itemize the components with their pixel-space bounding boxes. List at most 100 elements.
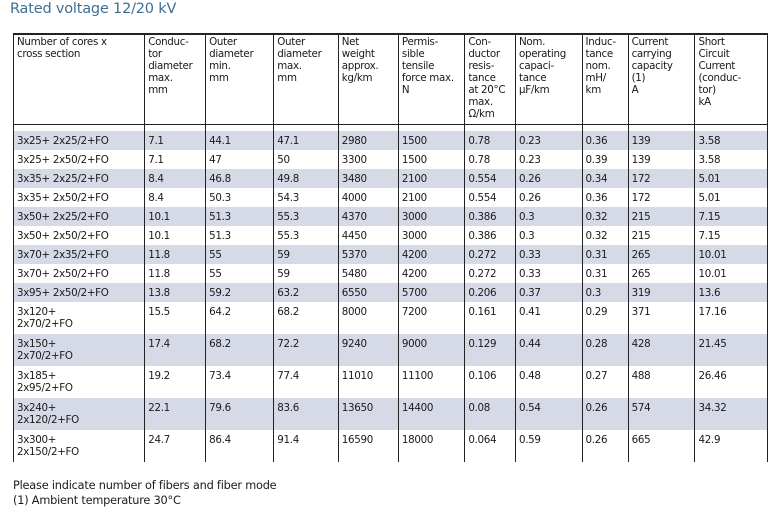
table-row: 3x70+ 2x50/2+FO 11.8 55 59 5480 4200 0.272 0.33…	[12, 264, 768, 283]
column-header-line: Nom.	[518, 36, 546, 48]
cell-cores: 3x35+ 2x50/2+FO	[12, 188, 146, 207]
table-cell: 0.27	[581, 366, 629, 398]
table-cell: 0.272	[464, 245, 516, 264]
table-cell: 13650	[337, 398, 399, 430]
table-cell: 0.3	[514, 226, 583, 245]
column-header-line: Con-	[468, 36, 491, 48]
table-row: 3x70+ 2x35/2+FO 11.8 55 59 5370 4200 0.272 0.33…	[12, 245, 768, 264]
table-cell: 34.32	[694, 398, 768, 430]
column-header-line: Number of cores x	[17, 36, 107, 48]
table-cell: 3300	[337, 150, 399, 169]
table-cell: 0.554	[464, 169, 516, 188]
table-cell: 0.41	[514, 302, 583, 334]
table-cell: 428	[627, 334, 696, 366]
table-cell: 0.31	[581, 245, 629, 264]
column-header-line: carrying	[631, 48, 672, 60]
table-cell: 47	[205, 150, 275, 169]
table-cell: 21.45	[694, 334, 768, 366]
table-cell: 5370	[337, 245, 399, 264]
table-cell: 2100	[397, 169, 466, 188]
column-header: Outer diameter max. mm	[273, 33, 339, 125]
footnotes: Please indicate number of fibers and fib…	[13, 478, 277, 508]
column-header-line: approx.	[341, 60, 379, 72]
table-cell: 574	[627, 398, 696, 430]
table-cell: 3.58	[694, 131, 768, 150]
table-cell: 0.3	[581, 283, 629, 302]
column-header-line: N	[401, 84, 410, 96]
table-cell: 215	[627, 207, 696, 226]
table-cell: 0.37	[514, 283, 583, 302]
cell-cores: 3x25+ 2x50/2+FO	[12, 150, 146, 169]
column-header: Number of cores x cross section	[12, 33, 146, 125]
column-header-line: diameter	[209, 48, 254, 60]
column-header-line: max.	[468, 96, 493, 108]
table-cell: 51.3	[205, 226, 275, 245]
table-cell: 68.2	[273, 302, 339, 334]
table-cell: 265	[627, 264, 696, 283]
table-cell: 13.6	[694, 283, 768, 302]
column-header-line: Outer	[277, 36, 305, 48]
column-header-line: tance	[468, 72, 496, 84]
table-cell: 0.08	[464, 398, 516, 430]
table-cell: 83.6	[273, 398, 339, 430]
table-cell: 10.01	[694, 245, 768, 264]
table-cell: 371	[627, 302, 696, 334]
table-cell: 172	[627, 188, 696, 207]
table-cell: 51.3	[205, 207, 275, 226]
table-cell: 59	[273, 264, 339, 283]
column-header-line: mm	[277, 72, 297, 84]
column-header: Con-ductor resis-tance at 20°C max. Ω/km	[464, 33, 516, 125]
table-cell: 55	[205, 264, 275, 283]
column-header-line: µF/km	[518, 84, 550, 96]
table-cell: 17.4	[144, 334, 207, 366]
table-cell: 8000	[337, 302, 399, 334]
table-cell: 5480	[337, 264, 399, 283]
table-cell: 0.54	[514, 398, 583, 430]
column-header-line: operating	[518, 48, 566, 60]
table-cell: 10.01	[694, 264, 768, 283]
table-cell: 3480	[337, 169, 399, 188]
table-cell: 5700	[397, 283, 466, 302]
column-header-line: tor	[148, 48, 162, 60]
table-cell: 0.26	[581, 430, 629, 462]
table-cell: 0.106	[464, 366, 516, 398]
table-cell: 488	[627, 366, 696, 398]
table-cell: 9240	[337, 334, 399, 366]
column-header-line: kg/km	[341, 72, 373, 84]
table-cell: 49.8	[273, 169, 339, 188]
table-cell: 2980	[337, 131, 399, 150]
table-cell: 16590	[337, 430, 399, 462]
table-cell: 22.1	[144, 398, 207, 430]
page-title: Rated voltage 12/20 kV	[10, 1, 177, 17]
table-cell: 0.23	[514, 150, 583, 169]
column-header: Permis-sible tensile force max. N	[397, 33, 466, 125]
column-header: Conduc-tor diameter max. mm	[144, 33, 207, 125]
column-header-line: A	[631, 84, 639, 96]
column-header-line: capaci-	[518, 60, 554, 72]
cell-cores: 3x300+ 2x150/2+FO	[12, 430, 146, 462]
table-cell: 139	[627, 150, 696, 169]
column-header-line: tance	[585, 48, 614, 60]
column-header: Net weight approx. kg/km	[337, 33, 399, 125]
table-cell: 63.2	[273, 283, 339, 302]
table-row: 3x300+ 2x150/2+FO 24.7 86.4 91.4 16590 18000 0…	[12, 430, 768, 462]
table-cell: 0.31	[581, 264, 629, 283]
table-cell: 0.32	[581, 226, 629, 245]
column-header-line: sible	[401, 48, 425, 60]
table-cell: 47.1	[273, 131, 339, 150]
table-cell: 0.36	[581, 131, 629, 150]
table-cell: 68.2	[205, 334, 275, 366]
table-cell: 0.39	[581, 150, 629, 169]
table-cell: 24.7	[144, 430, 207, 462]
cell-cores: 3x120+ 2x70/2+FO	[12, 302, 146, 334]
table-cell: 0.161	[464, 302, 516, 334]
table-cell: 0.23	[514, 131, 583, 150]
column-header-line: tensile	[401, 60, 435, 72]
table-cell: 665	[627, 430, 696, 462]
table-cell: 59.2	[205, 283, 275, 302]
column-header-line: (conduc-	[698, 72, 742, 84]
column-header-line: at 20°C	[468, 84, 506, 96]
table-cell: 18000	[397, 430, 466, 462]
table-row: 3x25+ 2x50/2+FO 7.1 47 50 3300 1500 0.78 0.23 0.…	[12, 150, 768, 169]
column-header-line: Outer	[209, 36, 237, 48]
